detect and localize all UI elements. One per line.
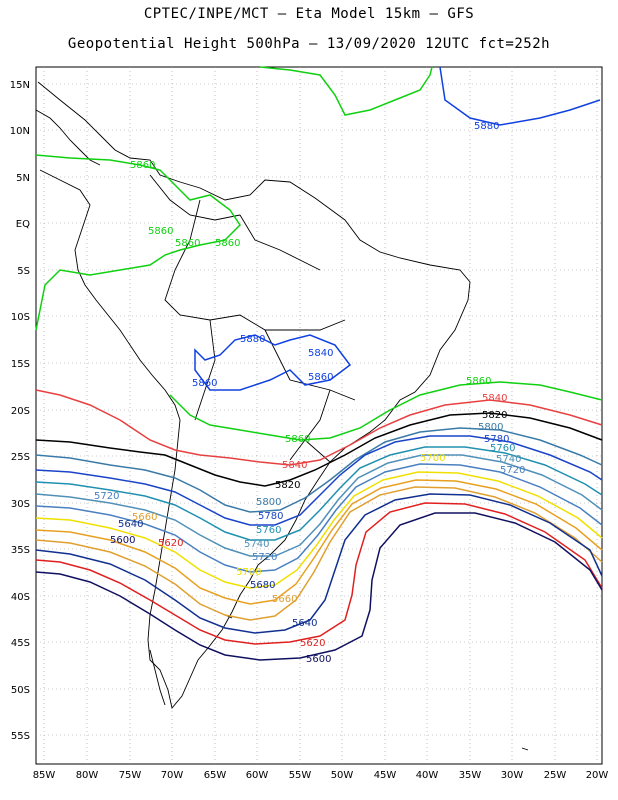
lat-label: 15N [10,80,30,91]
lat-label: 25S [11,452,30,463]
contour-5880-north [439,66,601,126]
contour-5840 [35,389,603,466]
contour-label: 5760 [490,443,515,454]
contour-5780 [35,435,603,526]
lon-label: 70W [161,770,184,781]
contour-5820 [35,412,603,487]
contour-5860-mid [35,154,241,331]
lon-label: 40W [416,770,439,781]
contour-5680 [35,479,603,605]
contour-label: 5860 [215,238,240,249]
lat-label: 20S [11,406,30,417]
contour-5660 [35,486,603,621]
contour-label: 5820 [275,480,300,491]
lat-label: 50S [11,685,30,696]
lon-label: 20W [586,770,609,781]
contour-5700 [35,471,603,589]
contour-5800 [35,427,603,513]
contour-label: 5740 [496,454,521,465]
contour-5760 [35,446,603,541]
contour-label: 5640 [118,519,143,530]
contour-label: 5740 [244,539,269,550]
lon-label: 25W [544,770,567,781]
lon-label: 75W [119,770,142,781]
coastal-islands [149,614,529,751]
contour-label: 5660 [132,512,157,523]
lat-label: 55S [11,731,30,742]
contour-label: 5820 [482,410,507,421]
contour-label: 5860 [148,226,173,237]
lat-label: 35S [11,545,30,556]
contour-label: 5780 [484,434,509,445]
lon-label: 60W [246,770,269,781]
lat-label: 30S [11,499,30,510]
contour-5880-center [194,334,352,391]
contour-5600 [35,512,603,661]
contour-5860-north [259,66,433,116]
contour-label: 5720 [94,491,119,502]
contour-label: 5860 [130,160,155,171]
graticule [36,67,602,764]
map-title-line2: Geopotential Height 500hPa – 13/09/2020 … [67,36,551,52]
lon-label: 50W [331,770,354,781]
lon-label: 35W [459,770,482,781]
contour-5860-south [169,381,603,441]
contour-label: 5640 [292,618,317,629]
contour-label: 5680 [250,580,275,591]
lon-label: 85W [33,770,56,781]
contour-label: 5600 [306,654,331,665]
contour-label: 5620 [158,538,183,549]
contour-label: 5720 [252,552,277,563]
contour-label: 5860 [192,378,217,389]
contour-labels: 5880 5860 5860 5860 5860 5880 5840 5860 … [94,121,525,665]
contour-label: 5880 [240,334,265,345]
south-america-coastline [37,81,471,709]
contour-label: 5600 [110,535,135,546]
lat-label: 15S [11,359,30,370]
lat-label: 45S [11,638,30,649]
lon-label: 80W [76,770,99,781]
map-title-line1: CPTEC/INPE/MCT – Eta Model 15km – GFS [143,6,475,22]
contour-label: 5720 [500,465,525,476]
contour-label: 5800 [478,422,503,433]
contour-label: 5780 [258,511,283,522]
lon-label: 30W [501,770,524,781]
contour-label: 5700 [236,567,261,578]
central-america-coast [35,109,101,166]
contour-5620 [35,502,603,645]
lat-label: 5N [16,173,30,184]
contour-label: 5860 [175,238,200,249]
contour-label: 5700 [420,453,445,464]
contour-label: 5860 [466,376,491,387]
contour-label: 5840 [308,348,333,359]
lat-label: 5S [17,266,30,277]
contour-5720 [35,463,603,573]
lat-label: 10N [10,126,30,137]
lon-label: 65W [204,770,227,781]
contour-label: 5840 [482,393,507,404]
map-frame [35,66,603,765]
lon-label: 45W [374,770,397,781]
lat-label: EQ [16,219,30,230]
lat-label: 10S [11,312,30,323]
contour-label: 5860 [285,434,310,445]
contour-label: 5880 [474,121,499,132]
contour-label: 5840 [282,460,307,471]
contour-label: 5860 [308,372,333,383]
contour-label: 5800 [256,497,281,508]
contour-5740 [35,454,603,557]
latitude-labels: 15N 10N 5N EQ 5S 10S 15S 20S 25S 30S 35S… [10,80,30,742]
contour-label: 5620 [300,638,325,649]
coastline-borders [35,81,529,751]
contour-label: 5660 [272,594,297,605]
border-lines [149,174,356,463]
longitude-labels: 85W 80W 75W 70W 65W 60W 55W 50W 45W 40W … [33,770,609,781]
contour-lines [35,66,603,661]
lon-label: 55W [289,770,312,781]
lat-label: 40S [11,592,30,603]
contour-label: 5760 [256,525,281,536]
contour-5640 [35,493,603,634]
